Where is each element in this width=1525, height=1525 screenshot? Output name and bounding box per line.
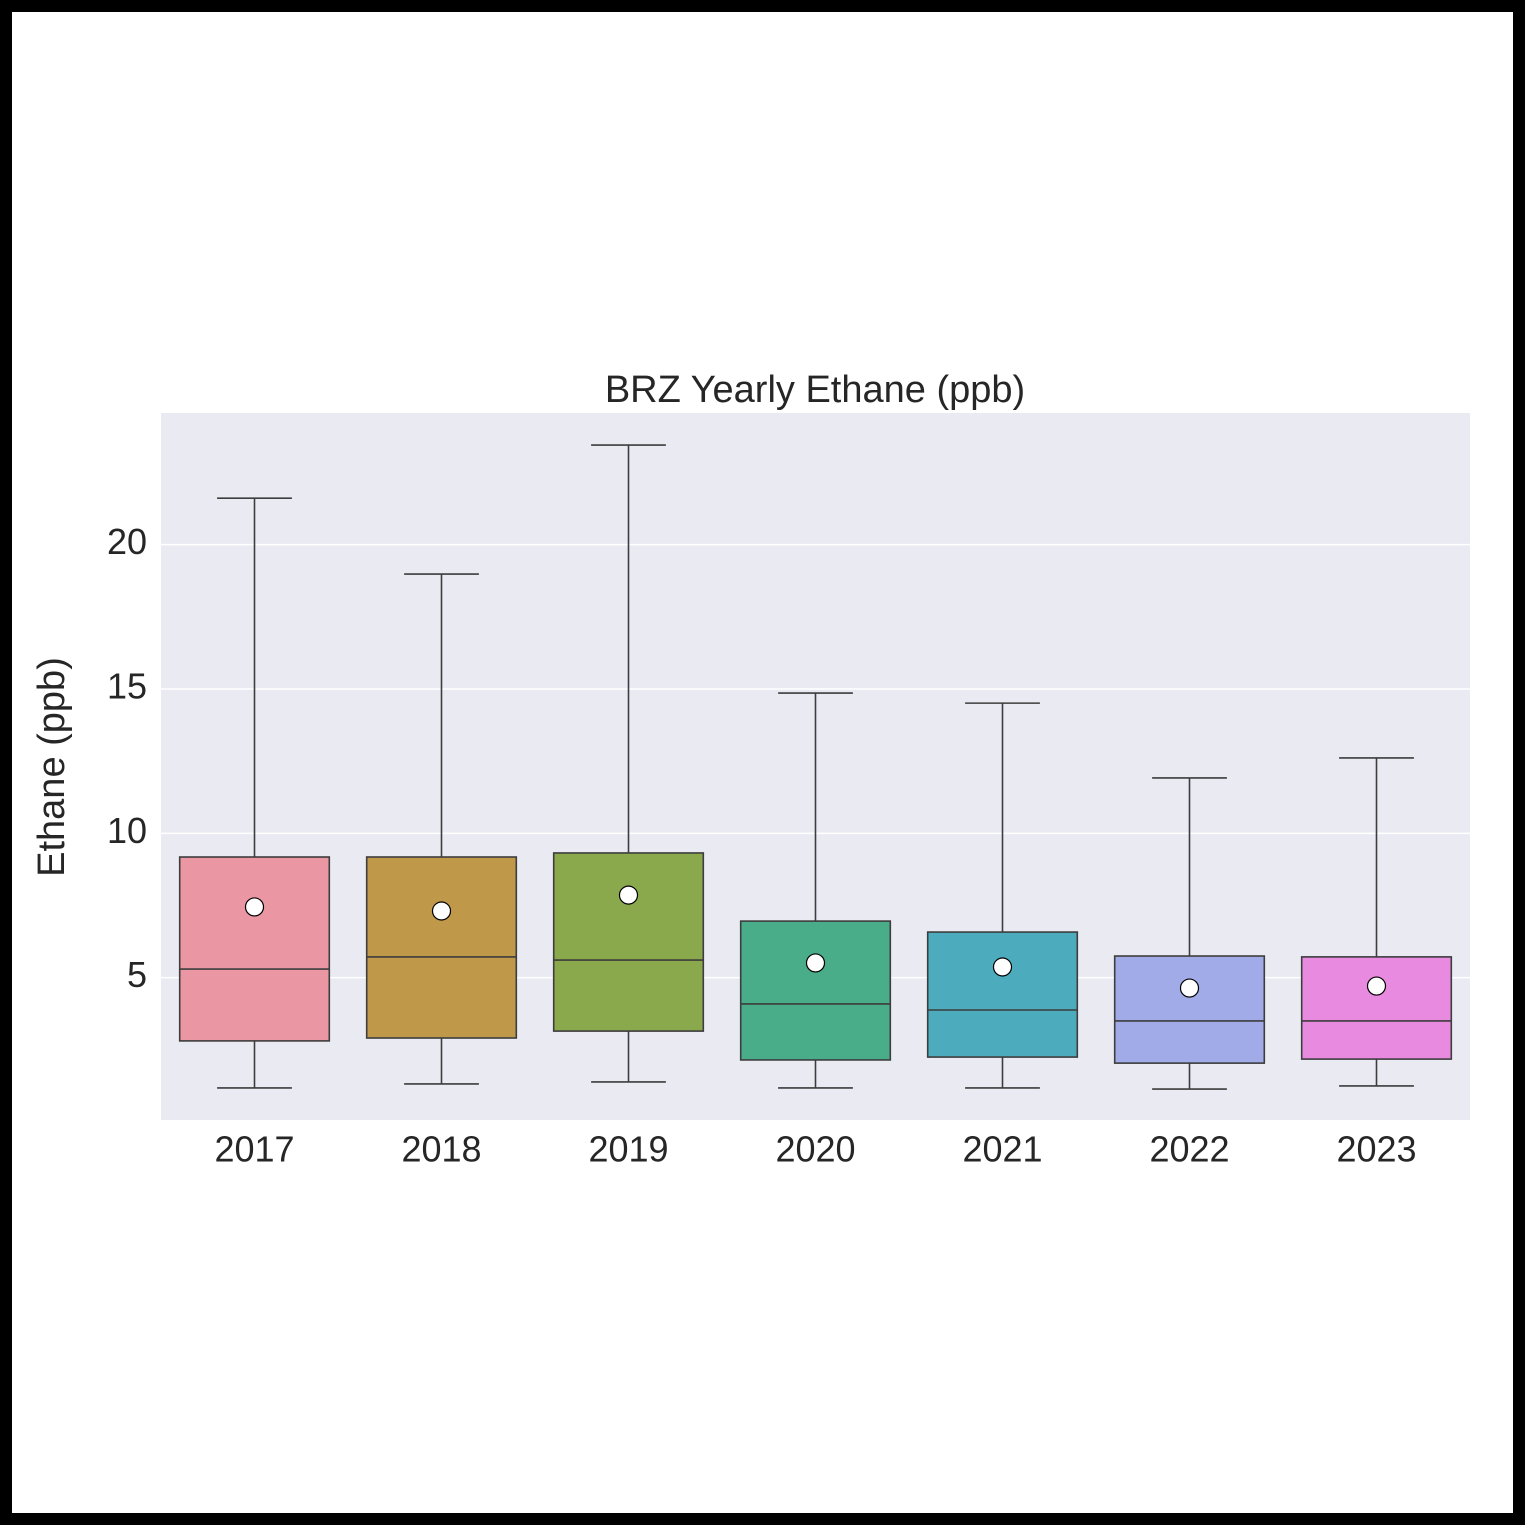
x-tick-label: 2023 [1336,1129,1416,1170]
box [1300,956,1453,1060]
box [926,931,1079,1058]
y-tick-label: 15 [107,666,147,707]
x-tick-label: 2019 [588,1129,668,1170]
mean-marker [992,957,1013,977]
box [365,856,518,1039]
x-tick-label: 2018 [401,1129,481,1170]
box [739,920,892,1061]
x-tick-label: 2020 [775,1129,855,1170]
box [178,856,331,1042]
mean-marker [805,953,826,973]
box [552,852,705,1032]
x-tick-label: 2017 [214,1129,294,1170]
mean-marker [431,901,452,921]
x-tick-label: 2022 [1149,1129,1229,1170]
x-tick-label: 2021 [962,1129,1042,1170]
mean-marker [618,885,639,905]
mean-marker [244,897,265,917]
y-tick-label: 20 [107,521,147,562]
y-tick-label: 5 [127,954,147,995]
y-tick-label: 10 [107,810,147,851]
box [1113,955,1266,1064]
chart-title: BRZ Yearly Ethane (ppb) [605,369,1025,411]
y-axis-label: Ethane (ppb) [31,657,73,877]
mean-marker [1366,976,1387,996]
mean-marker [1179,978,1200,998]
